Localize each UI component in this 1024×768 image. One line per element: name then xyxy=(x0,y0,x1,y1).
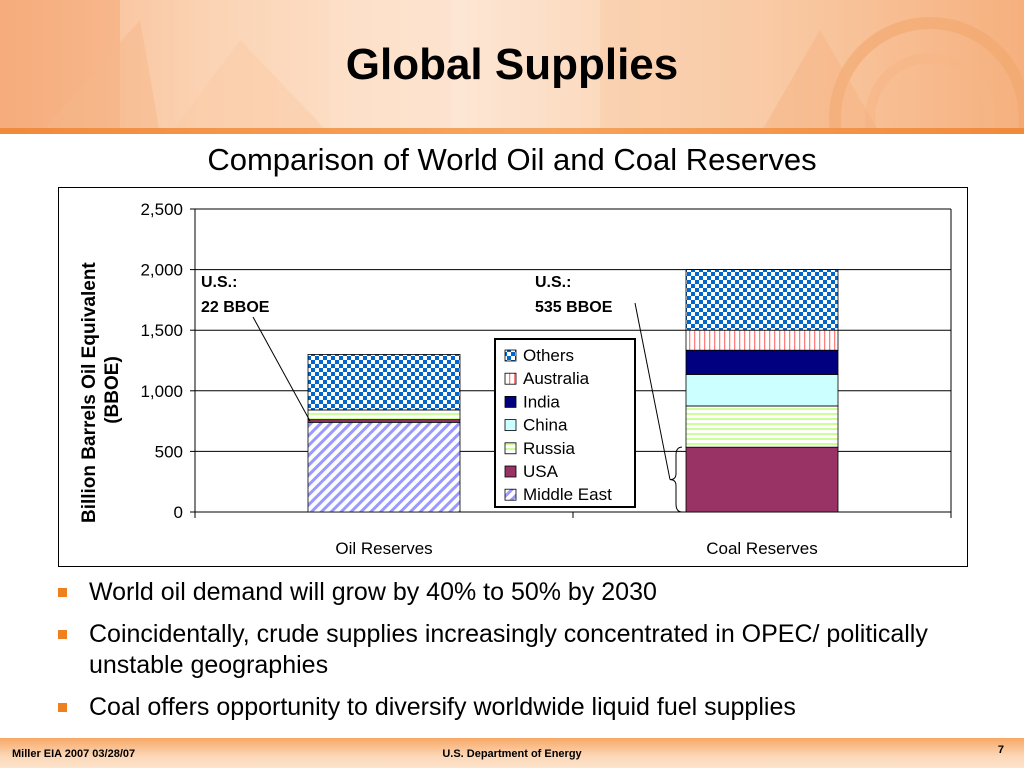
legend-label: Middle East xyxy=(523,485,612,504)
legend-label: Russia xyxy=(523,439,576,458)
legend-swatch xyxy=(504,372,517,385)
bullet-text: Coal offers opportunity to diversify wor… xyxy=(89,693,796,721)
bar-segment-australia xyxy=(685,329,839,351)
bullet-text: World oil demand will grow by 40% to 50%… xyxy=(89,578,657,606)
bullet-text: Coincidentally, crude supplies increasin… xyxy=(89,620,928,679)
annotation-leader-line xyxy=(252,316,311,422)
y-tick-label: 1,500 xyxy=(140,321,183,340)
header-banner xyxy=(0,0,1024,134)
bars xyxy=(307,269,839,513)
chart-title: Comparison of World Oil and Coal Reserve… xyxy=(207,142,817,177)
bar-segment-usa xyxy=(685,446,839,513)
x-tick-label: Coal Reserves xyxy=(706,539,818,558)
chart-svg: 0 500 1,000 1,500 2,000 2,500 Oil Reserves Coal… xyxy=(79,200,952,558)
legend-swatch xyxy=(504,488,517,501)
legend-label: USA xyxy=(523,462,559,481)
x-tick-label: Oil Reserves xyxy=(335,539,432,558)
legend-swatch xyxy=(504,395,517,408)
annotation-value: 22 BBOE xyxy=(201,299,270,316)
bar-segment-others xyxy=(307,354,461,411)
y-tick-label: 2,500 xyxy=(140,200,183,219)
legend-label: China xyxy=(523,416,568,435)
annotation-leader-line xyxy=(634,302,671,480)
bar-segment-others xyxy=(685,269,839,331)
bullet-item: World oil demand will grow by 40% to 50%… xyxy=(56,577,996,608)
chart-frame: 0 500 1,000 1,500 2,000 2,500 Oil Reserves Coal… xyxy=(58,187,968,567)
annotation-label: U.S.: xyxy=(201,274,237,291)
legend-swatch xyxy=(504,349,517,362)
y-tick-label: 2,000 xyxy=(140,261,183,280)
header-stripe xyxy=(0,128,1024,134)
y-axis-label: Billion Barrels Oil Equivalent (BBOE) xyxy=(79,257,123,523)
footer-left-text: Miller EIA 2007 03/28/07 xyxy=(12,748,136,760)
bullet-list: World oil demand will grow by 40% to 50%… xyxy=(56,577,996,734)
bar-segment-russia xyxy=(307,409,461,421)
y-tick-label: 1,000 xyxy=(140,382,183,401)
bullet-item: Coal offers opportunity to diversify wor… xyxy=(56,692,996,723)
bullet-square-icon xyxy=(58,630,67,639)
header-decoration-image xyxy=(0,0,1024,134)
legend: Others Australia India China Russia USA Middle… xyxy=(494,338,636,508)
bullet-square-icon xyxy=(58,588,67,597)
bar-segment-india xyxy=(685,349,839,375)
legend-swatch xyxy=(504,442,517,455)
bar-segment-russia xyxy=(685,405,839,448)
slide-title: Global Supplies xyxy=(345,40,679,89)
legend-swatch xyxy=(504,465,517,478)
bullet-item: Coincidentally, crude supplies increasin… xyxy=(56,619,996,681)
footer-bar xyxy=(0,738,1024,768)
bar-segment-china xyxy=(685,374,839,407)
bullet-square-icon xyxy=(58,703,67,712)
legend-box xyxy=(494,338,636,508)
annotations: U.S.: 22 BBOE U.S.: 535 BBOE xyxy=(201,274,683,513)
legend-swatch xyxy=(504,419,517,432)
annotation-value: 535 BBOE xyxy=(535,299,613,316)
bar-segment-middle-east xyxy=(307,421,461,513)
annotation-brace xyxy=(669,446,683,513)
legend-label: Australia xyxy=(523,369,590,388)
legend-label: India xyxy=(523,392,560,411)
footer-center-text: U.S. Department of Energy xyxy=(442,748,582,760)
y-tick-label: 0 xyxy=(174,503,183,522)
legend-label: Others xyxy=(523,346,574,365)
annotation-label: U.S.: xyxy=(535,274,571,291)
page-number: 7 xyxy=(997,744,1004,756)
y-tick-label: 500 xyxy=(155,442,183,461)
